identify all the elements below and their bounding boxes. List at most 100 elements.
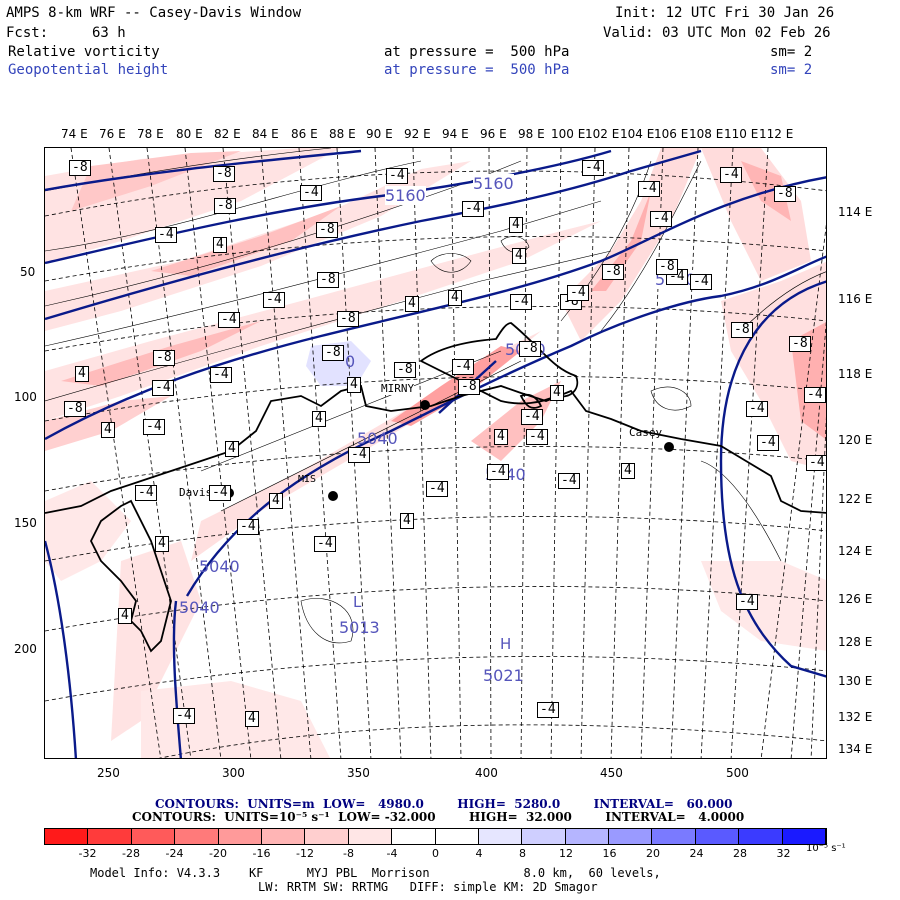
field1-smoothing: sm= 2 [770,44,813,60]
colorbar-tick-label: -8 [343,847,354,860]
colorbar-swatch [652,829,696,844]
low-marker: L [353,593,362,611]
station-label-mis: MIS [298,474,317,485]
vorticity-value-box: 4 [448,290,462,306]
forecast-hour: 63 h [92,25,126,41]
colorbar-tick-label: -24 [165,847,184,860]
vorticity-value-box: -4 [210,367,232,383]
vorticity-value-box: -4 [263,292,285,308]
vorticity-value-box: 4 [347,377,361,393]
lon-label: 80 E [176,127,203,141]
vorticity-value-box: -4 [510,294,532,310]
vorticity-value-box: 4 [400,513,414,529]
vorticity-value-box: 4 [494,429,508,445]
map-panel[interactable]: MIRNY Casey Davis MIS 5160 5160 5040 504… [44,147,827,759]
init-time: Init: 12 UTC Fri 30 Jan 26 [615,5,835,21]
colorbar-tick-label: -28 [122,847,140,860]
vorticity-value-box: -4 [314,536,336,552]
lon-label: 116 E [838,292,873,306]
vorticity-value-box: -4 [348,447,370,463]
map-canvas [45,148,826,758]
vorticity-value-box: -4 [173,708,195,724]
colorbar-swatch [131,829,176,844]
vorticity-value-box: -4 [736,594,758,610]
vorticity-value-box: 4 [75,366,89,382]
vorticity-value-box: -4 [558,473,580,489]
vorticity-value-box: -4 [143,419,165,435]
vorticity-value-box: -4 [537,702,559,718]
lon-label: 86 E [291,127,318,141]
field2-smoothing: sm= 2 [770,62,813,78]
colorbar-swatch [45,829,89,844]
vorticity-value-box: -4 [462,201,484,217]
lon-label: 104 E [620,127,655,141]
lon-label: 110 E [724,127,759,141]
vorticity-value-box: 4 [312,411,326,427]
colorbar-swatch [261,829,306,844]
lon-label: 114 E [838,205,873,219]
colorbar-tick-label: 28 [733,847,747,860]
colorbar-swatch [478,829,523,844]
colorbar-swatch [565,829,610,844]
vorticity-value-box: -8 [64,401,86,417]
field2-level: at pressure = 500 hPa [384,62,570,78]
y-axis-label: 100 [14,390,37,404]
colorbar-tick-label: -12 [296,847,314,860]
x-axis-label: 350 [347,766,370,780]
vorticity-value-box: -4 [426,481,448,497]
lon-label: 98 E [518,127,545,141]
height-contour-label: 5040 [199,557,240,576]
colorbar-tick-label: -20 [209,847,227,860]
lon-label: 130 E [838,674,873,688]
station-dot [328,491,338,501]
vorticity-value-box: -8 [731,322,753,338]
vorticity-value-box: -4 [806,455,826,471]
y-axis-label: 200 [14,642,37,656]
lon-label: 134 E [838,742,873,756]
vorticity-value-box: -4 [300,185,322,201]
vorticity-value-box: -4 [386,168,408,184]
vorticity-value-box: -8 [789,336,811,352]
vorticity-value-box: -8 [458,379,480,395]
colorbar-swatch [782,829,827,844]
map-title: AMPS 8-km WRF -- Casey-Davis Window [6,5,302,21]
lon-label: 106 E [654,127,689,141]
colorbar-tick-label: -16 [252,847,271,860]
vorticity-value-box: -8 [602,264,624,280]
colorbar-swatch [392,829,436,844]
lon-label: 132 E [838,710,873,724]
station-dot [420,400,430,410]
colorbar-tick-label: 24 [689,847,704,860]
lon-label: 78 E [137,127,164,141]
vorticity-value-box: -4 [804,387,826,403]
vorticity-value-box: -4 [690,274,712,290]
vorticity-value-box: -8 [337,311,359,327]
vorticity-zero-label: 0 [345,352,356,371]
lon-label: 108 E [689,127,724,141]
colorbar-tick-label: 4 [475,847,483,860]
vorticity-value-box: -4 [720,167,742,183]
vorticity-value-box: -8 [316,222,338,238]
vorticity-value-box: 4 [509,217,523,233]
colorbar-swatch [522,829,566,844]
height-contour-label: 5160 [473,174,514,193]
vorticity-value-box: -4 [152,380,174,396]
x-axis-label: 400 [475,766,498,780]
colorbar-unit: 10⁻⁵ s⁻¹ [806,843,846,854]
graticule-parallels [45,170,826,758]
vorticity-value-box: -8 [656,259,678,275]
lon-label: 112 E [759,127,794,141]
vorticity-value-box: -4 [650,211,672,227]
vorticity-value-box: -4 [135,485,157,501]
x-axis-label: 250 [97,766,120,780]
colorbar-tick-label: 8 [519,847,526,860]
vorticity-value-box: -4 [452,359,474,375]
colorbar-swatch [348,829,393,844]
y-axis-label: 150 [14,516,37,530]
vorticity-value-box: -4 [638,181,660,197]
vorticity-value-box: -4 [237,519,259,535]
vorticity-value-box: -8 [519,341,541,357]
valid-time: Valid: 03 UTC Mon 02 Feb 26 [603,25,831,41]
colorbar-tick-label: 20 [646,847,660,860]
vorticity-value-box: -8 [214,198,236,214]
